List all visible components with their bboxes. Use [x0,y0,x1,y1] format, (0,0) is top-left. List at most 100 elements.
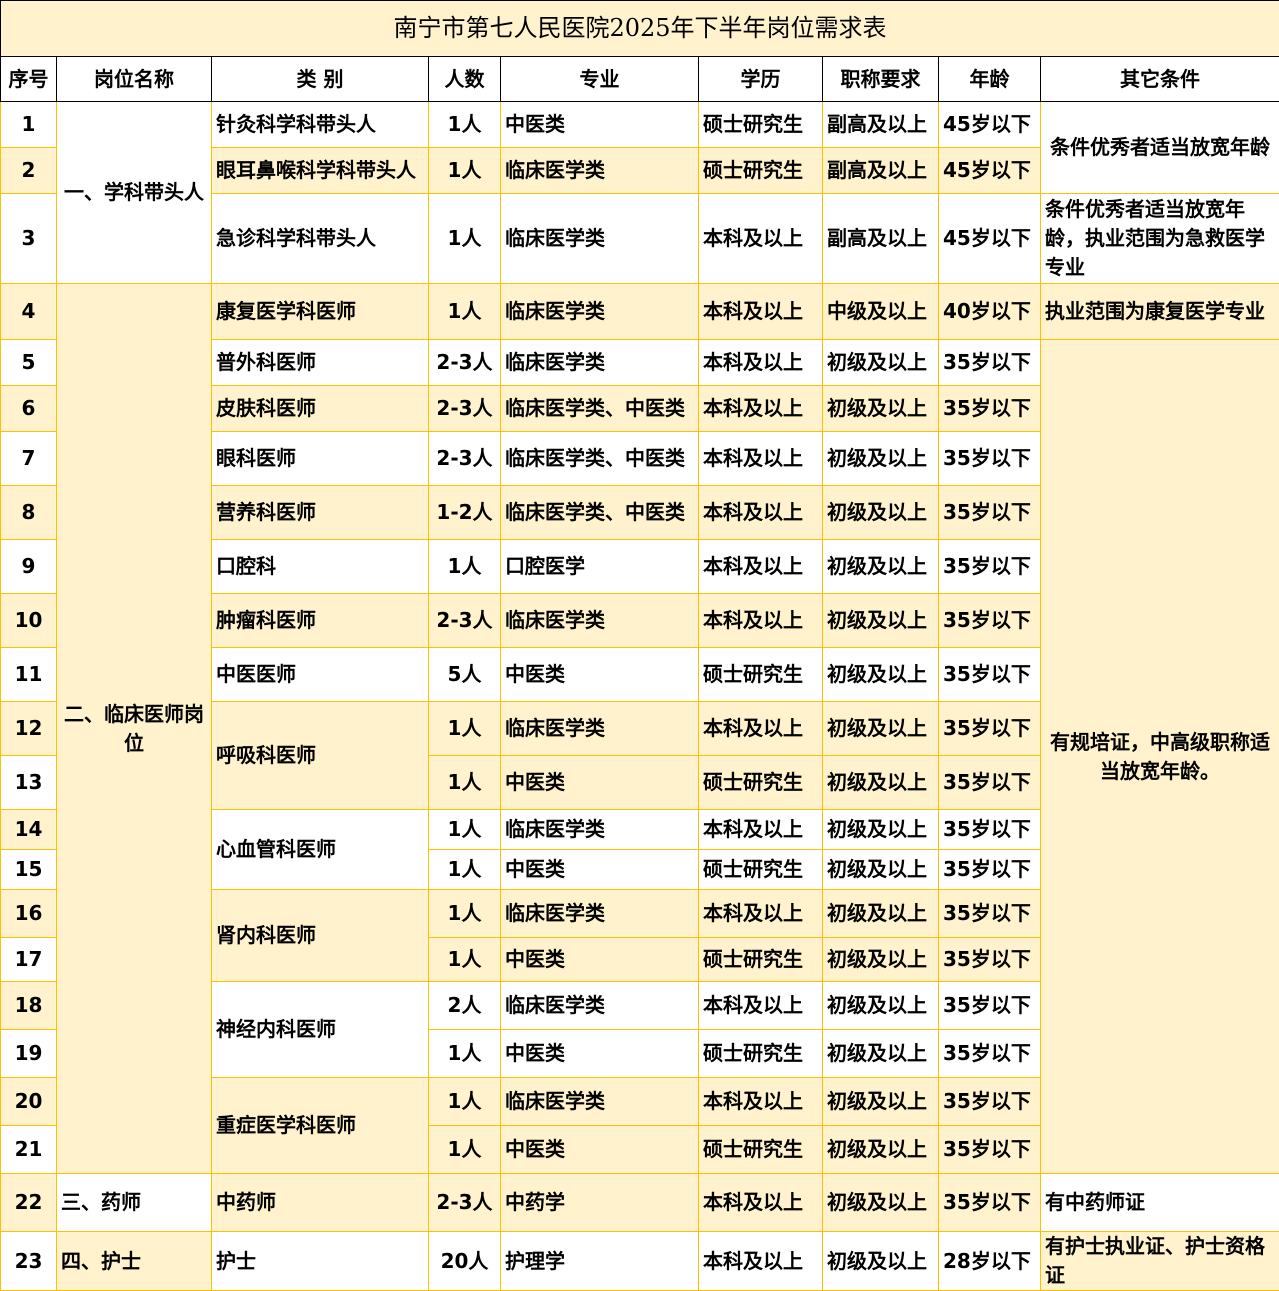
education-cell: 硕士研究生 [698,1029,823,1078]
table-row: 22 三、药师 中药师 2-3人 中药学 本科及以上 初级及以上 35岁以下 有中药师证 [0,1173,1279,1232]
age-cell: 35岁以下 [938,385,1041,432]
major-cell: 中医类 [500,755,699,810]
education-cell: 本科及以上 [698,1173,823,1232]
major-cell: 中医类 [500,1029,699,1078]
category-cell: 眼耳鼻喉科学科带头人 [211,147,429,194]
count-cell: 20人 [428,1231,501,1291]
age-cell: 35岁以下 [938,539,1041,594]
education-cell: 本科及以上 [698,339,823,386]
seq-cell: 21 [0,1125,57,1174]
category-cell: 肿瘤科医师 [211,593,429,648]
age-cell: 35岁以下 [938,647,1041,702]
count-cell: 2-3人 [428,593,501,648]
count-cell: 2人 [428,981,501,1030]
count-cell: 1人 [428,101,501,148]
category-cell: 皮肤科医师 [211,385,429,432]
category-cell: 针灸科学科带头人 [211,101,429,148]
table-row: 23 四、护士 护士 20人 护理学 本科及以上 初级及以上 28岁以下 有护士执业证、护士资格… [0,1231,1279,1291]
header-category: 类 别 [211,56,429,102]
seq-cell: 4 [0,283,57,340]
rank-cell: 初级及以上 [822,1125,939,1174]
post-cell: 三、药师 [56,1173,212,1232]
header-other: 其它条件 [1039,56,1279,102]
category-cell: 护士 [211,1231,429,1291]
header-count: 人数 [428,56,501,102]
count-cell: 5人 [428,647,501,702]
age-cell: 35岁以下 [938,1125,1041,1174]
rank-cell: 初级及以上 [822,431,939,486]
other-conditions-cell: 执业范围为康复医学专业 [1039,283,1279,340]
major-cell: 中医类 [500,101,699,148]
table-row: 9 口腔科 1人 口腔医学 本科及以上 初级及以上 35岁以下 [0,539,1279,594]
table-row: 7 眼科医师 2-3人 临床医学类、中医类 本科及以上 初级及以上 35岁以下 [0,431,1279,486]
major-cell: 临床医学类、中医类 [500,485,699,540]
education-cell: 本科及以上 [698,431,823,486]
age-cell: 35岁以下 [938,937,1041,982]
education-cell: 本科及以上 [698,701,823,756]
header-age: 年龄 [938,56,1041,102]
count-cell: 1人 [428,539,501,594]
major-cell: 中医类 [500,647,699,702]
category-cell: 中医医师 [211,647,429,702]
rank-cell: 初级及以上 [822,539,939,594]
table-row: 19 1人 中医类 硕士研究生 初级及以上 35岁以下 [0,1029,1279,1078]
header-rank: 职称要求 [822,56,939,102]
header-seq: 序号 [0,56,57,102]
education-cell: 硕士研究生 [698,101,823,148]
education-cell: 本科及以上 [698,385,823,432]
table-row: 20 重症医学科医师 1人 临床医学类 本科及以上 初级及以上 35岁以下 [0,1077,1279,1174]
count-cell: 1人 [428,889,501,938]
category-cell: 重症医学科医师 [211,1077,429,1174]
major-cell: 临床医学类、中医类 [500,385,699,432]
table-row: 14 心血管科医师 1人 临床医学类 本科及以上 初级及以上 35岁以下 [0,809,1279,890]
seq-cell: 2 [0,147,57,194]
major-cell: 中药学 [500,1173,699,1232]
category-cell: 普外科医师 [211,339,429,386]
rank-cell: 初级及以上 [822,485,939,540]
age-cell: 35岁以下 [938,1077,1041,1126]
count-cell: 1人 [428,193,501,284]
seq-cell: 18 [0,981,57,1030]
other-conditions-cell: 有护士执业证、护士资格证 [1039,1231,1279,1291]
count-cell: 2-3人 [428,1173,501,1232]
seq-cell: 11 [0,647,57,702]
rank-cell: 初级及以上 [822,981,939,1030]
post-cell: 二、临床医师岗位 [56,283,212,1174]
count-cell: 1人 [428,283,501,340]
age-cell: 35岁以下 [938,849,1041,890]
seq-cell: 1 [0,101,57,148]
education-cell: 硕士研究生 [698,849,823,890]
seq-cell: 13 [0,755,57,810]
count-cell: 1人 [428,1125,501,1174]
education-cell: 硕士研究生 [698,147,823,194]
age-cell: 35岁以下 [938,485,1041,540]
education-cell: 本科及以上 [698,193,823,284]
education-cell: 硕士研究生 [698,647,823,702]
count-cell: 1人 [428,1077,501,1126]
seq-cell: 9 [0,539,57,594]
major-cell: 中医类 [500,849,699,890]
table-title: 南宁市第七人民医院2025年下半年岗位需求表 [0,0,1279,57]
major-cell: 临床医学类、中医类 [500,431,699,486]
count-cell: 1人 [428,849,501,890]
table-row: 4 二、临床医师岗位 康复医学科医师 1人 临床医学类 本科及以上 中级及以上 40岁以下 执业… [0,283,1279,1174]
major-cell: 临床医学类 [500,147,699,194]
rank-cell: 初级及以上 [822,755,939,810]
rank-cell: 初级及以上 [822,809,939,850]
age-cell: 35岁以下 [938,1029,1041,1078]
education-cell: 本科及以上 [698,1231,823,1291]
major-cell: 临床医学类 [500,283,699,340]
major-cell: 临床医学类 [500,339,699,386]
category-cell: 康复医学科医师 [211,283,429,340]
age-cell: 45岁以下 [938,193,1041,284]
major-cell: 临床医学类 [500,1077,699,1126]
rank-cell: 初级及以上 [822,1231,939,1291]
education-cell: 本科及以上 [698,981,823,1030]
rank-cell: 初级及以上 [822,1173,939,1232]
age-cell: 35岁以下 [938,701,1041,756]
age-cell: 35岁以下 [938,1173,1041,1232]
count-cell: 1人 [428,809,501,850]
major-cell: 中医类 [500,1125,699,1174]
seq-cell: 20 [0,1077,57,1126]
